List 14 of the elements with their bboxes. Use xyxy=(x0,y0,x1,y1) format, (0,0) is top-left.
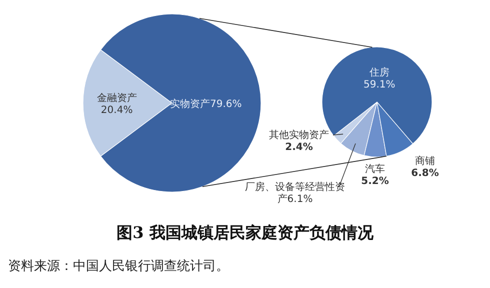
slice-label: 其他实物资产 xyxy=(269,129,329,141)
text: 图3 我国城镇居民家庭资产负债情况 xyxy=(116,223,374,242)
slice-label: 商铺 xyxy=(415,155,435,167)
slice-label: 住房 xyxy=(369,66,390,78)
text: 资料来源：中国人民银行调查统计司。 xyxy=(8,259,229,274)
data-label: 20.4% xyxy=(100,105,133,116)
slice-label: 厂房、设备等经营性资产6.1% xyxy=(245,181,345,205)
slice-label: 金融资产 xyxy=(96,92,137,104)
data-label: 59.1% xyxy=(364,79,396,90)
slice-label: 实物资产79.6% xyxy=(170,98,242,110)
data-label: 6.8% xyxy=(411,168,439,179)
slice-label: 汽车 xyxy=(365,163,385,175)
data-label: 2.4% xyxy=(285,142,313,153)
data-label: 5.2% xyxy=(361,176,389,187)
